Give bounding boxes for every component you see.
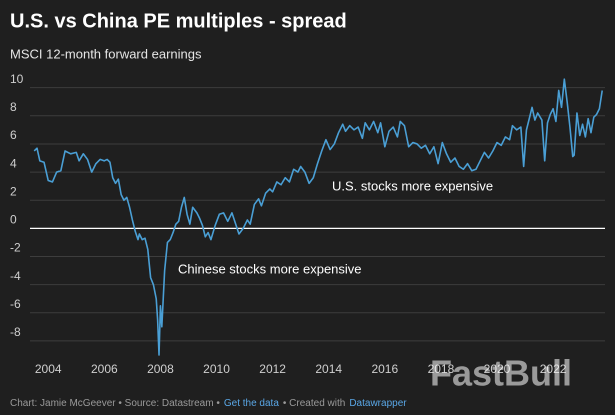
watermark: FastBull	[430, 353, 572, 394]
x-tick-label: 2006	[91, 362, 118, 376]
x-tick-label: 2010	[203, 362, 230, 376]
footer-link[interactable]: Datawrapper	[349, 398, 407, 409]
annotation: U.S. stocks more expensive	[332, 178, 493, 193]
x-tick-label: 2004	[35, 362, 62, 376]
y-tick-label: -4	[10, 269, 21, 283]
y-tick-label: 4	[10, 156, 17, 170]
y-tick-label: 10	[10, 72, 24, 86]
footer-text: • Created with	[283, 398, 345, 409]
y-tick-label: -6	[10, 297, 21, 311]
x-tick-label: 2008	[147, 362, 174, 376]
annotation: Chinese stocks more expensive	[178, 261, 362, 276]
y-tick-label: 6	[10, 128, 17, 142]
y-tick-label: 8	[10, 100, 17, 114]
x-tick-label: 2018	[428, 362, 455, 376]
x-tick-label: 2014	[315, 362, 342, 376]
footer-link[interactable]: Get the data	[224, 398, 279, 409]
plot	[33, 78, 603, 356]
x-tick-label: 2012	[259, 362, 286, 376]
series-line	[33, 78, 603, 356]
footer-text: Chart: Jamie McGeever • Source: Datastre…	[10, 398, 220, 409]
x-tick-label: 2020	[484, 362, 511, 376]
y-tick-label: -8	[10, 325, 21, 339]
footer: Chart: Jamie McGeever • Source: Datastre…	[10, 398, 407, 409]
chart-subtitle: MSCI 12-month forward earnings	[10, 46, 202, 61]
grid: -8 -6 -4 -2 0 2 4 6 8 10 2004 2006 2008 2010 2012 2014 2…	[10, 72, 605, 376]
y-tick-label: -2	[10, 241, 21, 255]
x-tick-label: 2022	[540, 362, 567, 376]
y-tick-label: 0	[10, 213, 17, 227]
x-tick-label: 2016	[371, 362, 398, 376]
chart-title: U.S. vs China PE multiples - spread	[10, 10, 347, 32]
y-tick-label: 2	[10, 184, 17, 198]
